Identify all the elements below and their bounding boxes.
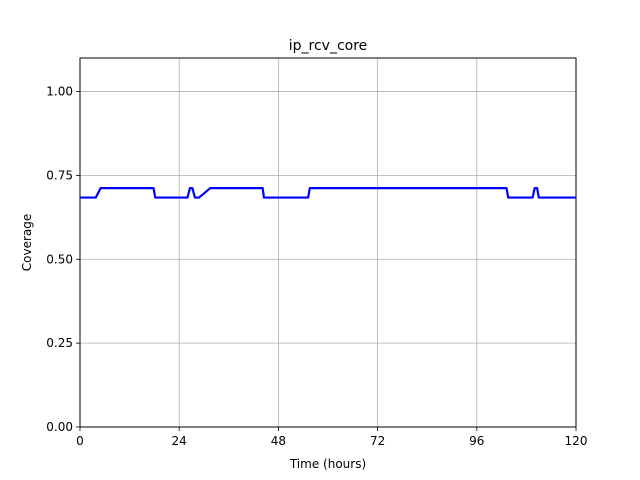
plot-frame [79, 57, 577, 428]
coverage-series-line [80, 187, 576, 199]
x-tick-label: 48 [271, 434, 286, 448]
x-tick-label: 120 [565, 434, 588, 448]
x-tick-label: 96 [469, 434, 484, 448]
axis-ticks: 0 24 48 72 96 120 0.00 0.25 0.50 0.75 1.00 [46, 85, 587, 448]
y-tick-label: 0.50 [46, 252, 73, 266]
x-axis-label: Time (hours) [289, 457, 366, 471]
y-tick-label: 1.00 [46, 85, 73, 99]
series-layer [80, 187, 576, 199]
y-tick-label: 0.75 [46, 168, 73, 182]
x-tick-label: 72 [370, 434, 385, 448]
y-tick-label: 0.25 [46, 336, 73, 350]
x-tick-label: 0 [76, 434, 84, 448]
y-tick-label: 0.00 [46, 420, 73, 434]
chart-title: ip_rcv_core [289, 38, 368, 54]
x-tick-label: 24 [172, 434, 187, 448]
y-axis-label: Coverage [20, 214, 34, 272]
